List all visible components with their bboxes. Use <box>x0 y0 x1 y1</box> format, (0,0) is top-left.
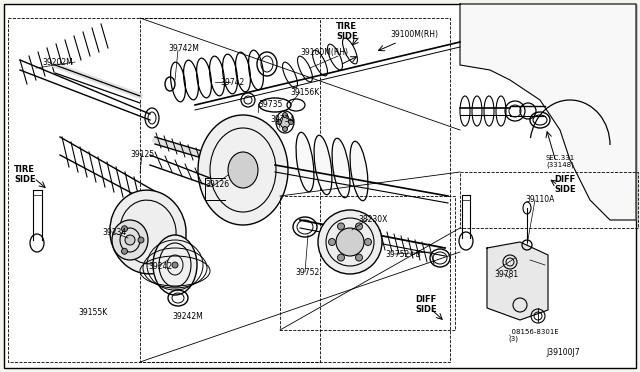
Text: 39742M: 39742M <box>168 44 199 53</box>
Text: 39100M(RH): 39100M(RH) <box>390 30 438 39</box>
Text: 39781: 39781 <box>494 270 518 279</box>
Ellipse shape <box>337 254 344 261</box>
Ellipse shape <box>125 235 135 245</box>
Text: DIFF
SIDE: DIFF SIDE <box>415 295 436 314</box>
Text: 39100M(RH): 39100M(RH) <box>300 48 348 57</box>
Ellipse shape <box>198 115 288 225</box>
Ellipse shape <box>153 235 197 295</box>
Ellipse shape <box>336 228 364 256</box>
Text: 39734: 39734 <box>270 115 294 124</box>
Text: 39242M: 39242M <box>172 312 203 321</box>
Text: 39752: 39752 <box>295 268 319 277</box>
Ellipse shape <box>138 237 144 243</box>
Text: 39156K: 39156K <box>290 88 319 97</box>
Text: DIFF
SIDE: DIFF SIDE <box>554 175 575 195</box>
Text: TIRE
SIDE: TIRE SIDE <box>336 22 358 41</box>
Ellipse shape <box>296 132 314 192</box>
Text: 39155K: 39155K <box>78 308 108 317</box>
Text: 38230X: 38230X <box>358 215 387 224</box>
Text: J39100J7: J39100J7 <box>546 348 580 357</box>
Ellipse shape <box>280 116 290 128</box>
Ellipse shape <box>289 119 294 125</box>
Ellipse shape <box>355 223 362 230</box>
Polygon shape <box>460 4 636 220</box>
Text: TIRE
SIDE: TIRE SIDE <box>14 165 36 185</box>
Text: 39752+B: 39752+B <box>385 250 420 259</box>
Ellipse shape <box>172 262 178 268</box>
Text: 39742: 39742 <box>220 78 244 87</box>
Ellipse shape <box>314 135 332 195</box>
Text: 39125: 39125 <box>130 150 154 159</box>
Text: ¸08156-8301E
(3): ¸08156-8301E (3) <box>508 328 559 342</box>
Ellipse shape <box>228 152 258 188</box>
Ellipse shape <box>332 138 350 198</box>
Text: SEC.331
(33148): SEC.331 (33148) <box>546 155 575 169</box>
Ellipse shape <box>355 254 362 261</box>
Ellipse shape <box>282 126 287 131</box>
Text: 39234: 39234 <box>102 228 126 237</box>
Text: 39126: 39126 <box>205 180 229 189</box>
Ellipse shape <box>328 238 335 246</box>
Ellipse shape <box>365 238 371 246</box>
Text: 39202M: 39202M <box>42 58 73 67</box>
Ellipse shape <box>110 190 186 274</box>
Text: 39242: 39242 <box>148 262 172 271</box>
Ellipse shape <box>276 119 282 125</box>
Ellipse shape <box>112 220 148 260</box>
Ellipse shape <box>337 223 344 230</box>
Ellipse shape <box>122 226 127 232</box>
Ellipse shape <box>318 210 382 274</box>
Ellipse shape <box>282 112 287 118</box>
Text: 39110A: 39110A <box>525 195 554 204</box>
Ellipse shape <box>122 248 127 254</box>
Text: 39735: 39735 <box>258 100 282 109</box>
Polygon shape <box>487 242 548 320</box>
Ellipse shape <box>350 141 368 201</box>
